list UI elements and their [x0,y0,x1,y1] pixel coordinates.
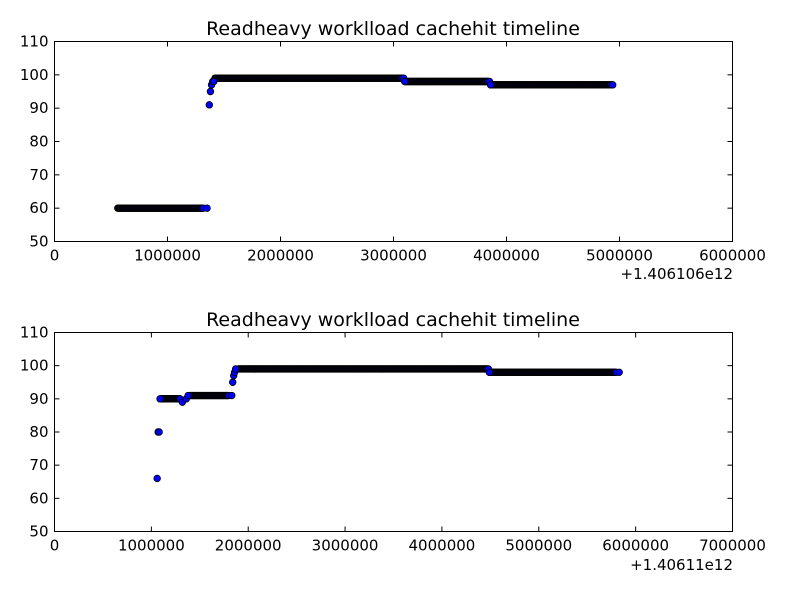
x-tick-label: 6000000 [602,537,669,555]
y-tick-label: 90 [29,390,48,408]
x-offset-label: +1.40611e12 [630,556,733,574]
data-point [206,87,215,96]
y-tick-label: 100 [20,66,49,84]
chart-bottom: Readheavy worklload cachehit timeline 0 1… [20,309,766,574]
data-point [210,77,218,86]
x-tick-label: 7000000 [699,537,766,555]
x-tick-label: 5000000 [586,247,653,265]
chart-top: Readheavy worklload cachehit timeline 0 1… [20,18,766,283]
data-point [609,81,617,89]
y-tick-label: 50 [29,233,48,251]
y-tick-label: 60 [29,489,48,507]
y-tick-label: 80 [29,423,48,441]
axis-ticks: 0 1000000 2000000 3000000 4000000 5000000 6000… [20,324,766,555]
chart-title: Readheavy worklload cachehit timeline [206,18,580,40]
data-point [156,395,164,403]
chart-title: Readheavy worklload cachehit timeline [206,309,580,331]
data-point [231,365,240,373]
x-tick-label: 0 [50,537,60,555]
y-tick-label: 100 [20,357,49,375]
y-tick-label: 70 [29,456,48,474]
y-tick-label: 90 [29,99,48,117]
data-point [486,81,495,89]
axis-ticks: 0 1000000 2000000 3000000 4000000 5000000 6000… [20,33,766,265]
x-tick-label: 4000000 [473,247,540,265]
data-point [153,474,161,483]
x-tick-label: 5000000 [505,537,572,555]
y-tick-label: 50 [29,523,48,541]
x-tick-label: 1000000 [118,537,185,555]
x-tick-label: 3000000 [360,247,427,265]
data-point [229,378,237,386]
scatter-points [153,365,623,483]
data-point [615,368,623,376]
x-tick-label: 6000000 [699,247,766,265]
x-offset-label: +1.406106e12 [621,265,733,283]
data-point [205,101,214,109]
data-point [203,204,211,212]
y-tick-label: 70 [29,166,48,184]
data-point [401,77,409,86]
data-point [485,368,494,376]
data-point [184,391,192,400]
x-tick-label: 2000000 [247,247,314,265]
x-tick-label: 3000000 [312,537,379,555]
y-tick-label: 80 [29,133,48,151]
data-point [155,428,163,436]
x-tick-label: 0 [50,247,60,265]
y-tick-label: 110 [20,324,49,342]
x-tick-label: 4000000 [409,537,476,555]
y-tick-label: 60 [29,199,48,217]
x-tick-label: 1000000 [134,247,201,265]
data-point [228,391,236,400]
y-tick-label: 110 [20,33,49,51]
scatter-points [114,74,617,212]
x-tick-label: 2000000 [215,537,282,555]
